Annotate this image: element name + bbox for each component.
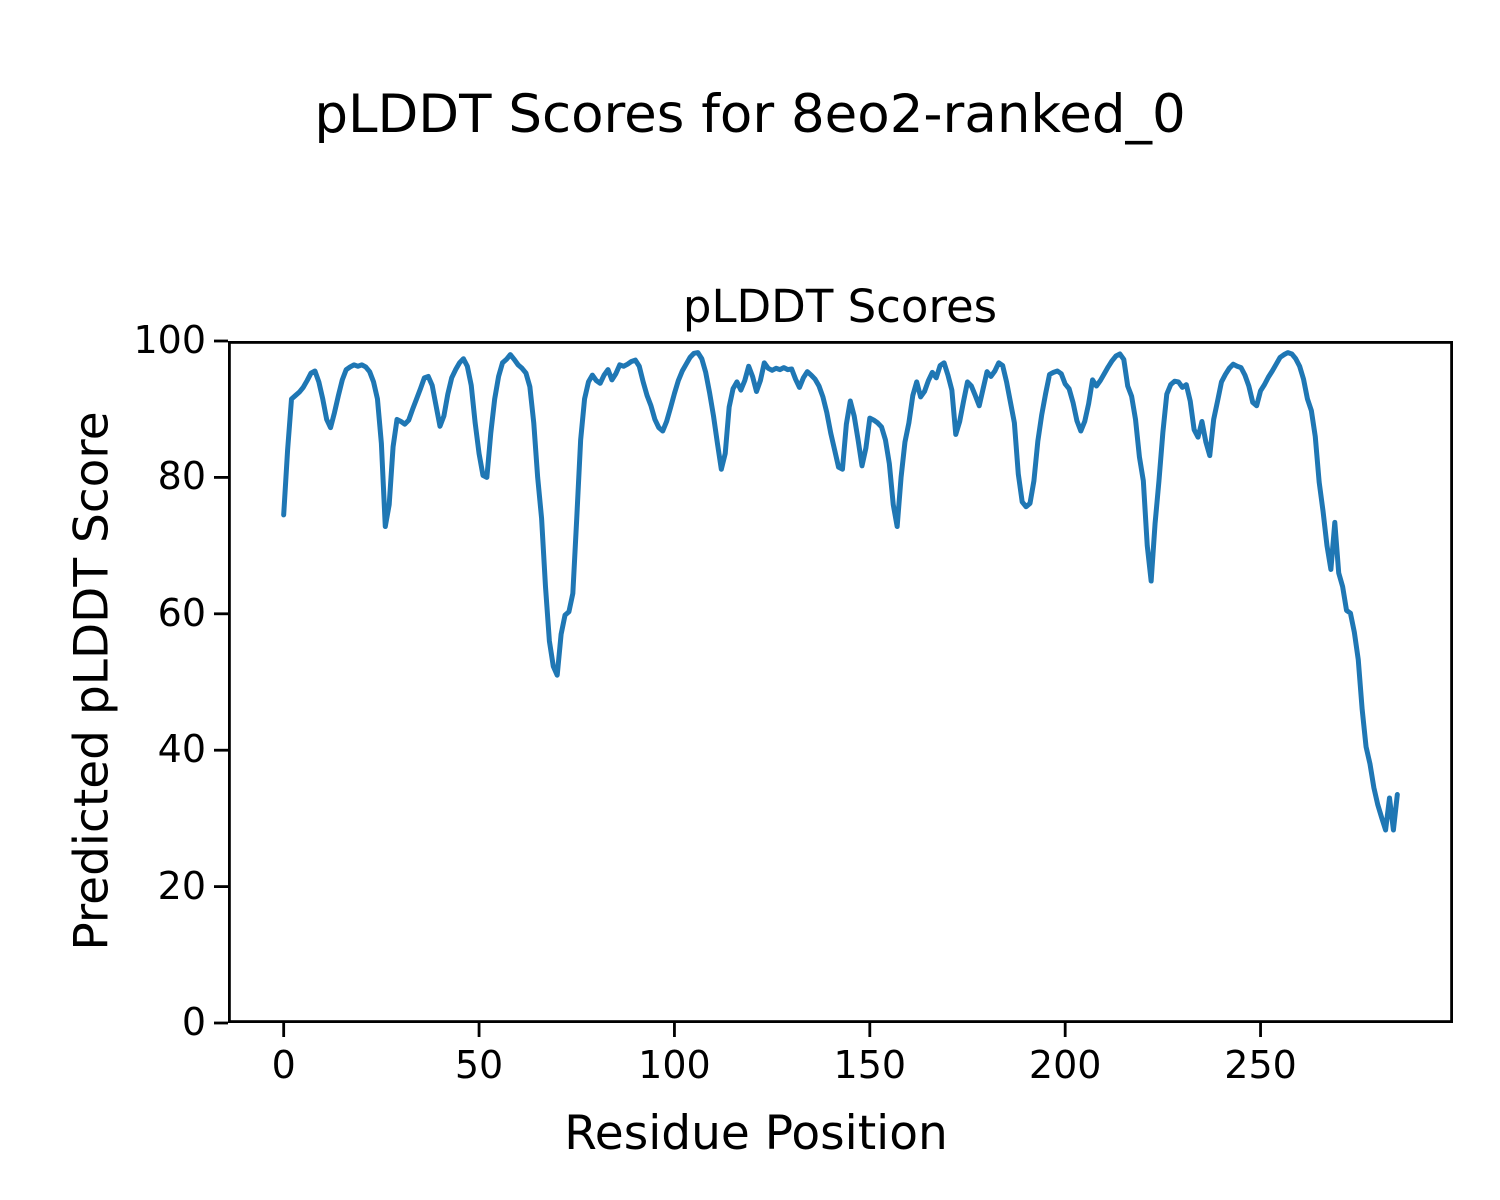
- x-tick-label: 150: [833, 1043, 907, 1087]
- y-tick-label: 0: [181, 1000, 206, 1045]
- y-tick-label: 20: [157, 863, 206, 908]
- x-tick-label: 250: [1224, 1043, 1297, 1087]
- figure-suptitle: pLDDT Scores for 8eo2-ranked_0: [314, 84, 1186, 145]
- x-tick-label: 100: [638, 1043, 711, 1087]
- x-tick-label: 0: [271, 1043, 296, 1087]
- axes-spines: [227, 340, 1453, 1024]
- y-tick-label: 60: [157, 590, 206, 635]
- plot-area: [214, 339, 1453, 1037]
- axes-title: pLDDT Scores: [682, 280, 998, 333]
- x-axis-label: Residue Position: [564, 1106, 948, 1161]
- y-tick-label: 80: [157, 454, 206, 499]
- plot-line-plddt: [281, 350, 1400, 833]
- x-tick-label: 200: [1028, 1043, 1102, 1087]
- y-tick-label: 100: [133, 318, 206, 363]
- y-axis-label: Predicted pLDDT Score: [64, 411, 120, 951]
- x-tick-label: 50: [454, 1043, 504, 1087]
- y-tick-label: 40: [157, 727, 206, 772]
- line-chart: [214, 339, 1453, 1037]
